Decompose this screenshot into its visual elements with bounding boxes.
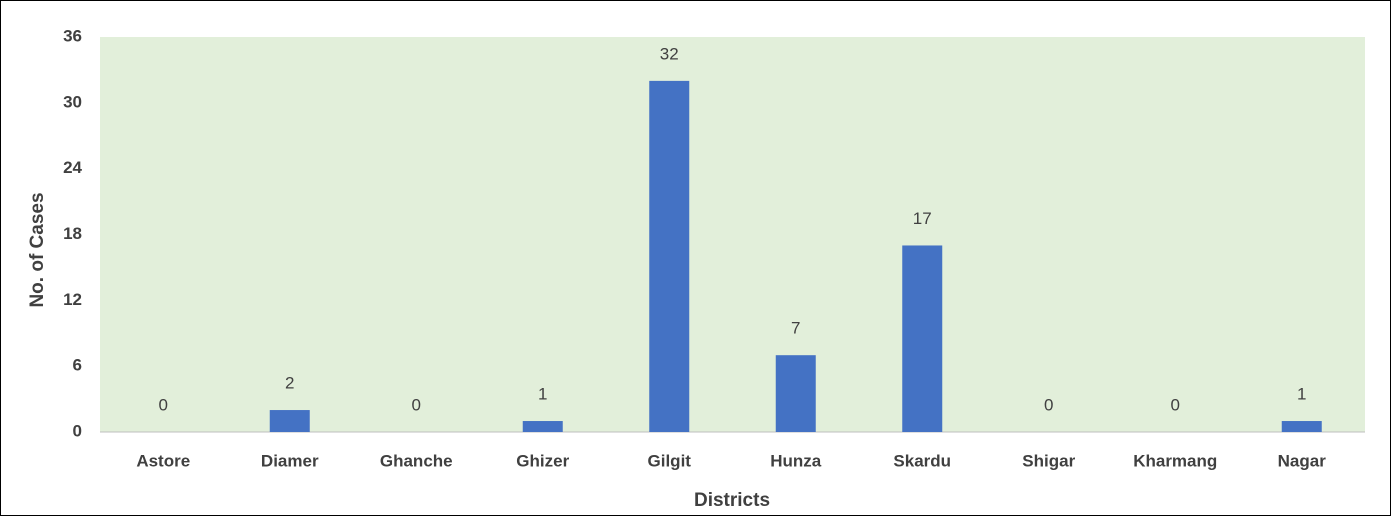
y-tick-label: 36 (63, 26, 82, 45)
y-tick-label: 0 (73, 421, 82, 440)
data-label: 7 (791, 319, 800, 338)
data-label: 1 (538, 385, 547, 404)
y-tick-label: 6 (73, 356, 82, 375)
x-tick-label: Diamer (261, 451, 319, 470)
data-label: 2 (285, 374, 294, 393)
x-tick-label: Skardu (893, 451, 951, 470)
x-tick-label: Nagar (1278, 451, 1327, 470)
data-label: 0 (1171, 395, 1180, 414)
y-tick-label: 12 (63, 290, 82, 309)
x-tick-label: Shigar (1022, 451, 1075, 470)
data-label: 0 (1044, 395, 1053, 414)
x-tick-label: Gilgit (648, 451, 692, 470)
bar (649, 80, 690, 432)
x-tick-label: Hunza (770, 451, 822, 470)
plot-area (100, 37, 1365, 432)
y-tick-label: 30 (63, 92, 82, 111)
data-label: 32 (660, 44, 679, 63)
data-label: 17 (913, 209, 932, 228)
bar (1281, 421, 1322, 432)
data-label: 0 (412, 395, 421, 414)
x-tick-label: Astore (136, 451, 190, 470)
bar (775, 355, 816, 432)
y-tick-label: 18 (63, 224, 82, 243)
bar (269, 410, 310, 432)
y-tick-label: 24 (63, 158, 82, 177)
x-tick-label: Ghanche (380, 451, 453, 470)
x-axis-title: Districts (694, 490, 770, 511)
x-tick-label: Kharmang (1133, 451, 1217, 470)
data-label: 1 (1297, 385, 1306, 404)
y-axis-title: No. of Cases (27, 192, 48, 307)
x-tick-label: Ghizer (516, 451, 569, 470)
bar (522, 421, 563, 432)
data-label: 0 (159, 395, 168, 414)
bar (902, 245, 943, 432)
